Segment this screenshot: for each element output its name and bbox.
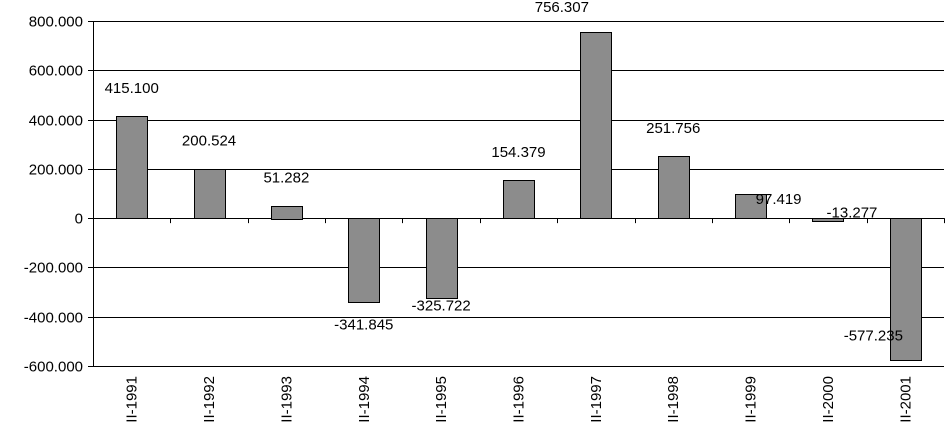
y-tick-label: 0 — [75, 211, 83, 228]
bar-ii-1992 — [194, 169, 226, 219]
data-label-ii-2001: -577.235 — [844, 327, 903, 344]
data-label-ii-1998: 251.756 — [646, 120, 700, 137]
x-tick-label: II-2000 — [820, 376, 837, 423]
y-tick-label: 600.000 — [29, 63, 83, 80]
x-tick-labels: II-1991 II-1992 II-1993 II-1994 II-1995 II-19… — [124, 376, 915, 423]
bar-ii-1999 — [735, 194, 767, 219]
data-label-ii-1996: 154.379 — [491, 144, 545, 161]
y-tick-label: 200.000 — [29, 162, 83, 179]
bar-ii-2001 — [890, 218, 922, 361]
data-label-ii-1997: 756.307 — [535, 0, 589, 16]
x-tick-label: II-1996 — [511, 376, 528, 423]
x-tick-label: II-1992 — [201, 376, 218, 423]
bar-ii-1998 — [658, 156, 690, 219]
y-tick-label: 400.000 — [29, 113, 83, 130]
data-label-ii-1999: 97.419 — [756, 191, 802, 208]
bar-ii-1996 — [503, 180, 535, 219]
axes — [88, 21, 945, 367]
x-tick-label: II-2001 — [897, 376, 914, 423]
bar-ii-1991 — [116, 116, 148, 219]
x-tick-label: II-1993 — [278, 376, 295, 423]
bar-ii-1997 — [580, 32, 612, 219]
x-tick-label: II-1999 — [743, 376, 760, 423]
bar-ii-1995 — [426, 218, 458, 299]
data-label-ii-1991: 415.100 — [105, 80, 159, 97]
x-tick-label: II-1995 — [433, 376, 450, 423]
y-tick-labels: 800.000 600.000 400.000 200.000 0 -200.000 -40… — [24, 14, 83, 376]
y-tick-label: -200.000 — [24, 260, 83, 277]
data-labels: 415.100 200.524 51.282 -341.845 -325.722 154.… — [105, 0, 903, 344]
bar-ii-1993 — [271, 206, 303, 220]
y-tick-label: -400.000 — [24, 310, 83, 327]
x-tick-label: II-1998 — [665, 376, 682, 423]
bar-ii-2000 — [812, 218, 844, 222]
data-label-ii-2000: -13.277 — [827, 204, 878, 221]
data-label-ii-1992: 200.524 — [182, 133, 236, 150]
data-label-ii-1993: 51.282 — [263, 170, 309, 187]
bar-ii-1994 — [348, 218, 380, 303]
y-tick-label: -600.000 — [24, 359, 83, 376]
bars — [116, 32, 922, 361]
x-tick-label: II-1997 — [588, 376, 605, 423]
y-tick-label: 800.000 — [29, 14, 83, 31]
data-label-ii-1995: -325.722 — [412, 297, 471, 314]
x-tick-label: II-1994 — [356, 376, 373, 423]
data-label-ii-1994: -341.845 — [334, 316, 393, 333]
x-tick-label: II-1991 — [124, 376, 141, 423]
